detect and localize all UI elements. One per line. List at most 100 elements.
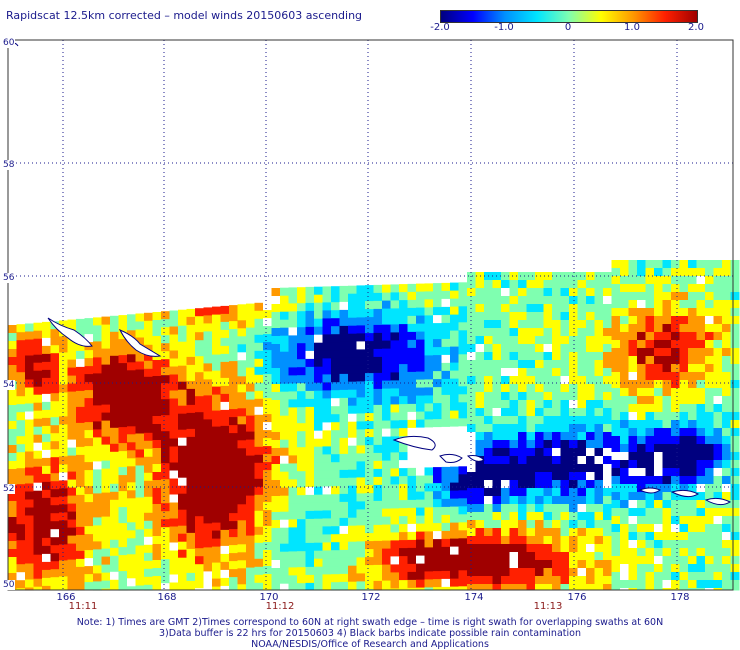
wind-cell: [484, 512, 493, 521]
wind-cell: [288, 399, 298, 408]
wind-cell: [288, 527, 298, 536]
wind-cell: [246, 567, 255, 577]
wind-cell: [195, 564, 204, 573]
wind-cell: [84, 326, 94, 335]
wind-cell: [101, 524, 111, 534]
wind-cell: [280, 511, 289, 521]
wind-cell: [373, 348, 383, 358]
wind-cell: [628, 420, 638, 429]
lon-label: 176: [567, 592, 587, 603]
wind-cell: [492, 400, 502, 409]
wind-cell: [671, 364, 680, 373]
wind-cell: [407, 547, 417, 557]
wind-cell: [696, 260, 706, 269]
wind-cell: [594, 416, 604, 425]
wind-cell: [127, 442, 136, 451]
wind-cell: [297, 287, 306, 296]
wind-cell: [356, 333, 366, 342]
wind-cell: [484, 520, 493, 529]
wind-cell: [118, 515, 128, 524]
wind-cell: [110, 443, 119, 453]
wind-cell: [603, 392, 612, 401]
wind-cell: [229, 513, 238, 522]
wind-cell: [93, 333, 102, 342]
wind-cell: [390, 372, 400, 381]
wind-cell: [390, 516, 400, 525]
wind-cell: [229, 473, 238, 482]
wind-cell: [322, 478, 332, 487]
wind-cell: [671, 572, 680, 581]
wind-cell: [611, 348, 621, 357]
wind-cell: [305, 406, 315, 416]
wind-cell: [458, 298, 468, 307]
wind-cell: [722, 396, 731, 405]
wind-cell: [84, 446, 94, 455]
wind-cell: [730, 268, 740, 277]
wind-cell: [203, 419, 213, 428]
wind-cell: [603, 384, 612, 393]
wind-cell: [229, 329, 238, 338]
time-label: 11:11: [68, 601, 98, 612]
wind-cell: [679, 380, 689, 389]
wind-cell: [594, 336, 604, 345]
wind-cell: [237, 416, 247, 425]
wind-cell: [654, 284, 663, 293]
wind-cell: [399, 372, 408, 381]
wind-cell: [280, 471, 289, 481]
wind-cell: [671, 356, 680, 365]
wind-cell: [509, 424, 519, 433]
wind-cell: [722, 444, 731, 453]
wind-cell: [450, 506, 459, 516]
wind-cell: [628, 500, 638, 509]
wind-cell: [16, 348, 26, 357]
wind-cell: [679, 468, 689, 477]
wind-cell: [305, 478, 315, 488]
wind-cell: [314, 462, 323, 472]
wind-cell: [382, 532, 391, 542]
wind-cell: [628, 508, 638, 517]
wind-cell: [229, 465, 238, 474]
wind-cell: [144, 432, 153, 442]
wind-cell: [237, 408, 247, 417]
wind-cell: [348, 285, 357, 295]
wind-cell: [178, 309, 187, 319]
wind-cell: [501, 336, 510, 345]
wind-cell: [492, 480, 502, 489]
wind-cell: [671, 476, 680, 485]
wind-cell: [373, 524, 383, 534]
wind-cell: [620, 548, 629, 557]
wind-cell: [705, 436, 714, 445]
wind-cell: [305, 430, 315, 440]
wind-cell: [25, 539, 34, 548]
wind-cell: [297, 551, 306, 560]
wind-cell: [722, 324, 731, 333]
wind-cell: [501, 312, 510, 321]
wind-cell: [424, 411, 434, 420]
wind-cell: [586, 448, 595, 457]
wind-cell: [407, 571, 417, 581]
wind-cell: [339, 405, 349, 415]
wind-cell: [637, 332, 646, 341]
wind-cell: [416, 467, 425, 477]
wind-cell: [586, 280, 595, 289]
wind-cell: [67, 519, 77, 529]
wind-cell: [314, 438, 323, 448]
wind-cell: [280, 319, 289, 329]
wind-cell: [50, 457, 60, 466]
wind-cell: [628, 292, 638, 301]
wind-cell: [305, 294, 315, 304]
wind-cell: [8, 429, 17, 438]
wind-cell: [679, 284, 689, 293]
wind-cell: [263, 374, 272, 383]
wind-cell: [671, 340, 680, 349]
wind-cell: [288, 391, 298, 400]
wind-cell: [195, 412, 204, 421]
wind-cell: [620, 516, 629, 525]
wind-cell: [118, 315, 128, 324]
wind-cell: [416, 587, 425, 591]
wind-cell: [339, 381, 349, 391]
wind-cell: [322, 566, 332, 575]
wind-cell: [348, 381, 357, 391]
wind-cell: [560, 504, 570, 513]
wind-cell: [645, 324, 655, 333]
